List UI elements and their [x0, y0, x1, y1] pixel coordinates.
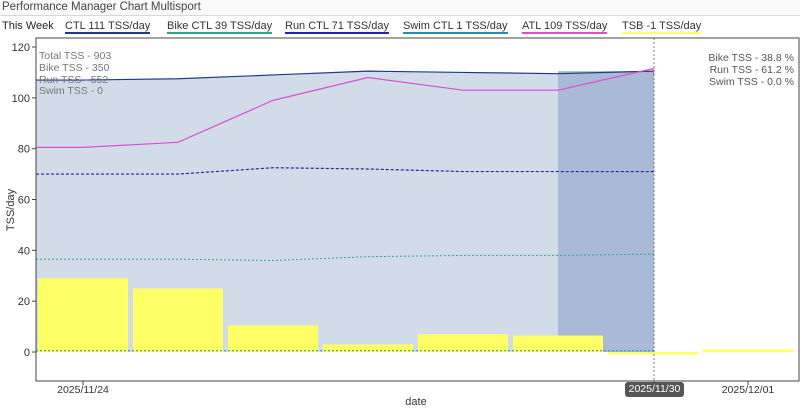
y-tick-label: 120 — [12, 42, 30, 54]
legend: This Week CTL 111 TSS/day Bike CTL 39 TS… — [0, 17, 800, 35]
tsb-bar — [323, 344, 413, 352]
stat-bike-tss: Bike TSS - 350 — [39, 62, 110, 74]
range-label[interactable]: This Week — [2, 20, 54, 32]
legend-item-atl[interactable]: ATL 109 TSS/day — [522, 17, 608, 35]
stat-run-pct: Run TSS - 61.2 % — [710, 64, 794, 76]
legend-item-run-ctl[interactable]: Run CTL 71 TSS/day — [285, 17, 389, 35]
window-title: Performance Manager Chart Multisport — [0, 0, 800, 16]
legend-label-atl: ATL 109 TSS/day — [522, 20, 608, 32]
y-tick-label: 20 — [18, 296, 30, 308]
legend-swatch-swim-ctl — [403, 32, 508, 34]
y-tick-label: 60 — [18, 195, 30, 207]
legend-swatch-ctl — [65, 32, 151, 34]
legend-swatch-run-ctl — [285, 32, 389, 34]
legend-item-ctl[interactable]: CTL 111 TSS/day — [65, 17, 151, 35]
x-tick-label: 2025/12/01 — [722, 384, 775, 396]
legend-item-tsb[interactable]: TSB -1 TSS/day — [622, 17, 702, 35]
tsb-bars — [38, 278, 793, 355]
tsb-bar — [608, 352, 698, 355]
stat-bike-pct: Bike TSS - 38.8 % — [708, 52, 794, 64]
legend-label-run-ctl: Run CTL 71 TSS/day — [285, 20, 389, 32]
series-line-atl — [36, 67, 655, 148]
stat-swim-pct: Swim TSS - 0.0 % — [709, 76, 794, 88]
area-layer — [36, 71, 654, 352]
legend-label-swim-ctl: Swim CTL 1 TSS/day — [403, 20, 508, 32]
tsb-bar — [228, 325, 318, 352]
tsb-bar — [38, 278, 128, 352]
hover-date-badge: 2025/11/30 — [625, 382, 684, 397]
legend-label-bike-ctl: Bike CTL 39 TSS/day — [167, 20, 273, 32]
series-line-run-ctl — [36, 167, 654, 175]
y-tick-label: 0 — [24, 347, 30, 359]
tsb-bar — [513, 335, 603, 352]
legend-swatch-bike-ctl — [167, 32, 273, 34]
y-tick-label: 40 — [18, 245, 30, 257]
tsb-bar — [703, 349, 793, 352]
x-tick-label: 2025/11/24 — [57, 384, 109, 396]
tsb-bar — [418, 334, 508, 352]
stat-run-tss: Run TSS - 552 — [39, 74, 108, 86]
x-axis-title: date — [405, 396, 426, 408]
ctl-area — [36, 71, 654, 352]
legend-swatch-tsb — [622, 32, 702, 34]
tsb-bar — [133, 288, 223, 352]
legend-label-tsb: TSB -1 TSS/day — [622, 20, 702, 32]
current-day-highlight — [558, 71, 654, 352]
legend-item-swim-ctl[interactable]: Swim CTL 1 TSS/day — [403, 17, 508, 35]
axes: 0 20 40 60 80 100 120 2025/11/24 2025/12/01 — [12, 37, 800, 396]
legend-item-bike-ctl[interactable]: Bike CTL 39 TSS/day — [167, 17, 273, 35]
plot-frame — [35, 37, 800, 382]
series-lines — [36, 67, 655, 352]
y-tick-label: 100 — [12, 93, 30, 105]
legend-swatch-atl — [522, 32, 608, 34]
y-tick-label: 80 — [18, 144, 30, 156]
series-line-ctl — [36, 69, 655, 81]
series-line-bike-ctl — [36, 252, 655, 262]
y-axis-title: TSS/day — [5, 188, 17, 231]
stat-swim-tss: Swim TSS - 0 — [39, 85, 103, 97]
stat-total-tss: Total TSS - 903 — [39, 50, 111, 62]
legend-label-ctl: CTL 111 TSS/day — [65, 20, 151, 32]
